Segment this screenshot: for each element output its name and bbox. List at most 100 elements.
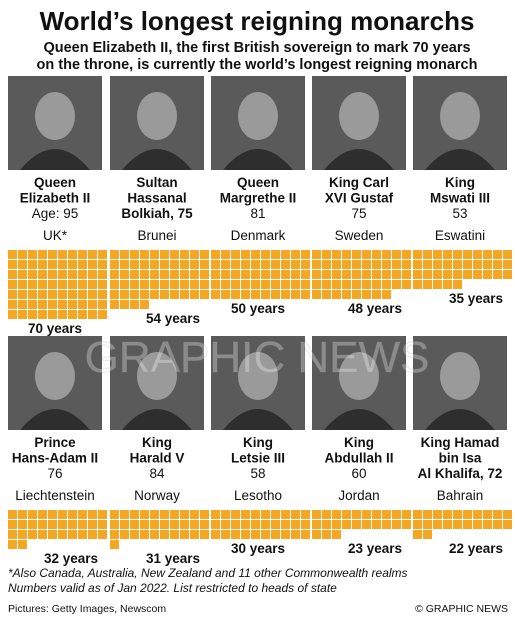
monarch-age: 60 xyxy=(351,466,366,481)
year-square xyxy=(261,250,270,259)
year-square xyxy=(493,520,502,529)
credit-copyright: © GRAPHIC NEWS xyxy=(415,603,508,615)
year-square xyxy=(18,290,27,299)
year-square xyxy=(402,250,411,259)
year-square xyxy=(18,310,27,319)
country-label: Lesotho xyxy=(234,488,282,503)
years-label: 48 years xyxy=(348,301,402,316)
year-square xyxy=(200,290,209,299)
monarch-name: Mswati III xyxy=(430,191,490,206)
year-square xyxy=(18,280,27,289)
year-square xyxy=(301,510,310,519)
year-square xyxy=(200,510,209,519)
year-square xyxy=(271,260,280,269)
year-square xyxy=(281,250,290,259)
year-square xyxy=(301,270,310,279)
monarch-name: Hassanal xyxy=(127,191,186,206)
year-square xyxy=(160,530,169,539)
year-square xyxy=(18,520,27,529)
year-square xyxy=(322,280,331,289)
year-square xyxy=(493,510,502,519)
year-square xyxy=(130,260,139,269)
year-square xyxy=(120,280,129,289)
year-square xyxy=(443,520,452,529)
year-square xyxy=(312,250,321,259)
year-square xyxy=(180,280,189,289)
year-square xyxy=(463,270,472,279)
year-square xyxy=(231,280,240,289)
year-square xyxy=(120,260,129,269)
year-square xyxy=(372,270,381,279)
year-square xyxy=(342,270,351,279)
year-square xyxy=(443,250,452,259)
year-square xyxy=(281,290,290,299)
year-square xyxy=(221,280,230,289)
year-square xyxy=(78,510,87,519)
year-square xyxy=(211,510,220,519)
year-square xyxy=(231,530,240,539)
year-square xyxy=(78,270,87,279)
year-square xyxy=(180,260,189,269)
year-square xyxy=(160,520,169,529)
year-square xyxy=(140,280,149,289)
year-square xyxy=(120,300,129,309)
year-square xyxy=(140,250,149,259)
year-square xyxy=(342,510,351,519)
year-square xyxy=(342,260,351,269)
monarch-photo xyxy=(8,76,102,170)
year-square xyxy=(38,530,47,539)
monarch-name: Prince xyxy=(34,435,76,450)
year-square xyxy=(332,520,341,529)
year-square xyxy=(291,260,300,269)
year-square xyxy=(423,250,432,259)
year-square xyxy=(352,510,361,519)
year-square xyxy=(231,270,240,279)
year-square xyxy=(150,280,159,289)
year-square xyxy=(271,530,280,539)
year-square xyxy=(221,290,230,299)
year-square xyxy=(8,520,17,529)
year-square xyxy=(221,510,230,519)
year-square xyxy=(88,280,97,289)
year-square xyxy=(503,260,512,269)
year-square xyxy=(68,510,77,519)
year-square xyxy=(160,290,169,299)
year-square xyxy=(180,250,189,259)
year-square xyxy=(8,510,17,519)
year-square xyxy=(251,530,260,539)
year-square xyxy=(200,520,209,529)
year-square xyxy=(58,290,67,299)
year-square xyxy=(352,520,361,529)
year-square xyxy=(68,280,77,289)
year-square xyxy=(443,270,452,279)
year-square xyxy=(48,510,57,519)
year-square xyxy=(48,530,57,539)
year-square xyxy=(120,270,129,279)
year-square xyxy=(68,270,77,279)
year-square xyxy=(382,260,391,269)
year-square xyxy=(261,520,270,529)
year-square xyxy=(110,290,119,299)
year-square xyxy=(8,530,17,539)
year-square xyxy=(130,270,139,279)
year-square xyxy=(342,250,351,259)
year-square xyxy=(38,250,47,259)
year-square xyxy=(281,520,290,529)
year-square xyxy=(150,530,159,539)
year-square xyxy=(130,290,139,299)
year-square xyxy=(392,510,401,519)
monarch-name: Harald V xyxy=(130,451,185,466)
year-square xyxy=(261,270,270,279)
year-square xyxy=(98,270,107,279)
year-square xyxy=(261,260,270,269)
year-square xyxy=(110,520,119,529)
year-square xyxy=(140,520,149,529)
year-square xyxy=(170,510,179,519)
year-square xyxy=(48,260,57,269)
year-square xyxy=(78,300,87,309)
year-square xyxy=(98,290,107,299)
year-square xyxy=(453,510,462,519)
year-square xyxy=(88,300,97,309)
year-square xyxy=(241,510,250,519)
